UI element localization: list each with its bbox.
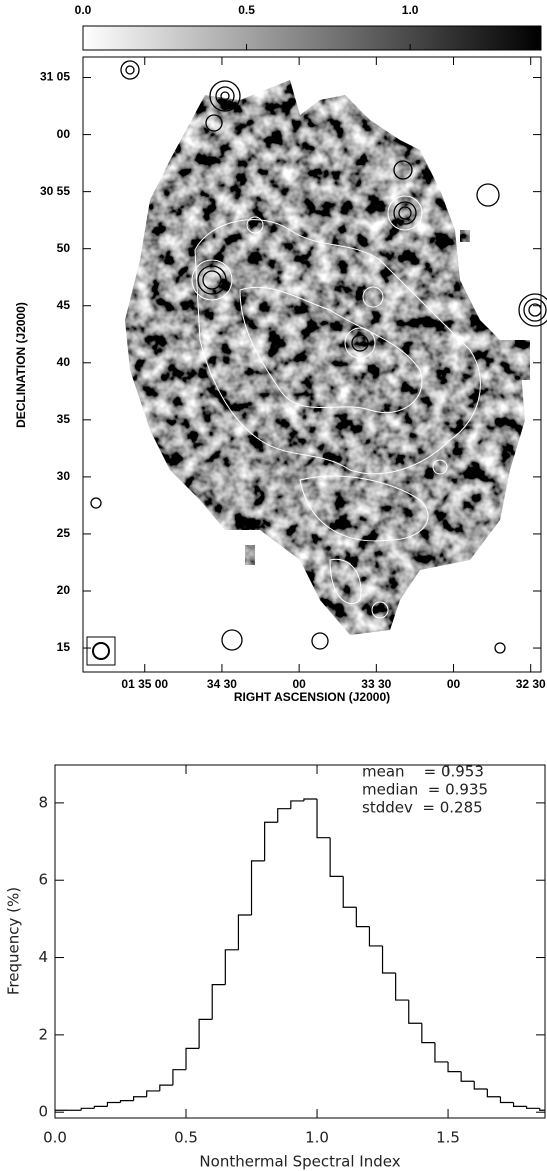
colorbar-tick-label: 1.0 xyxy=(402,3,419,17)
x-tick-label: 32 30 xyxy=(516,677,546,691)
x-tick-label: 0.5 xyxy=(174,1129,198,1147)
y-tick-label: 25 xyxy=(57,526,71,540)
x-tick-label: 0.0 xyxy=(43,1129,67,1147)
histogram-steps xyxy=(55,798,545,1113)
plot-frame xyxy=(54,764,546,1119)
histogram-bar xyxy=(211,984,226,1020)
y-axis-label: DECLINATION (J2000) xyxy=(14,302,28,428)
histogram-bar xyxy=(421,1023,435,1044)
histogram-panel: Nonthermal Spectral Index Frequency (%) … xyxy=(5,763,546,1171)
y-tick-label: 30 xyxy=(57,469,71,483)
x-tick-label: 00 xyxy=(447,677,461,691)
y-tick-label: 2 xyxy=(38,1025,48,1043)
histogram-bar xyxy=(329,837,344,877)
x-axis-label: RIGHT ASCENSION (J2000) xyxy=(234,690,390,704)
histogram-bar xyxy=(512,1102,527,1107)
histogram-bar xyxy=(290,800,304,809)
colorbar-tick-label: 0.5 xyxy=(238,3,255,17)
x-tick-label: 01 35 00 xyxy=(121,677,168,691)
histogram-bar xyxy=(277,808,291,823)
histogram-bar xyxy=(250,860,265,916)
x-tick-label: 1.0 xyxy=(305,1129,329,1147)
histogram-bar xyxy=(172,1069,187,1086)
y-tick-label: 35 xyxy=(57,412,71,426)
histogram-bar xyxy=(198,1018,213,1049)
histogram-bar xyxy=(447,1061,462,1073)
histogram-bar xyxy=(119,1100,134,1103)
histogram-bar xyxy=(80,1107,95,1111)
histogram-bar xyxy=(55,1109,69,1113)
x-tick-label: 00 xyxy=(292,677,306,691)
histogram-bar xyxy=(106,1101,121,1107)
stats-annotation: stddev = 0.285 xyxy=(362,799,483,817)
black-contours xyxy=(86,60,547,666)
x-tick-label: 1.5 xyxy=(436,1129,460,1147)
histogram-bar xyxy=(408,1000,422,1024)
y-tick-label: 45 xyxy=(57,298,71,312)
histogram-bar xyxy=(146,1090,160,1097)
y-tick-label: 15 xyxy=(57,640,71,654)
colorbar xyxy=(82,25,542,51)
y-tick-label: 50 xyxy=(57,241,71,255)
y-tick-label: 0 xyxy=(38,1103,48,1121)
histogram-bar xyxy=(303,798,318,801)
histogram-bar xyxy=(473,1081,488,1090)
histogram-bar xyxy=(224,949,239,985)
histogram-bar xyxy=(93,1105,108,1109)
y-tick-label: 4 xyxy=(38,948,48,966)
histogram-bar xyxy=(133,1096,147,1101)
stats-annotation: mean = 0.953 xyxy=(362,763,484,781)
histogram-bar xyxy=(539,1108,545,1111)
histogram-bar xyxy=(395,973,409,1001)
stats-annotation: median = 0.935 xyxy=(362,781,488,799)
histogram-bar xyxy=(434,1042,449,1063)
y-tick-label: 40 xyxy=(57,355,71,369)
histogram-bar xyxy=(185,1047,200,1070)
histogram-bar xyxy=(526,1106,540,1109)
histogram-bar xyxy=(486,1089,501,1098)
histogram-bar xyxy=(316,799,331,839)
histogram-bar xyxy=(264,821,278,861)
y-tick-label: 20 xyxy=(57,583,71,597)
x-tick-label: 34 30 xyxy=(207,677,237,691)
white-contours xyxy=(191,195,524,619)
y-tick-label: 6 xyxy=(38,871,48,889)
histogram-bar xyxy=(159,1084,173,1091)
colorbar-tick-label: 0.0 xyxy=(75,3,92,17)
map-panel: RIGHT ASCENSION (J2000) DECLINATION (J20… xyxy=(14,3,547,704)
histogram-bar xyxy=(355,907,370,928)
histogram-bar xyxy=(381,945,396,974)
histogram-bar xyxy=(499,1096,514,1104)
y-tick-label: 00 xyxy=(57,127,71,141)
histogram-bar xyxy=(368,926,383,947)
histogram-bar xyxy=(460,1071,475,1082)
y-tick-label: 31 05 xyxy=(40,70,70,84)
histogram-bar xyxy=(342,876,357,908)
y-tick-label: 8 xyxy=(38,793,48,811)
y-axis-label: Frequency (%) xyxy=(5,887,23,995)
histogram-bar xyxy=(237,914,252,950)
x-tick-label: 33 30 xyxy=(361,677,391,691)
y-tick-label: 30 55 xyxy=(40,184,70,198)
x-axis-label: Nonthermal Spectral Index xyxy=(199,1153,400,1171)
